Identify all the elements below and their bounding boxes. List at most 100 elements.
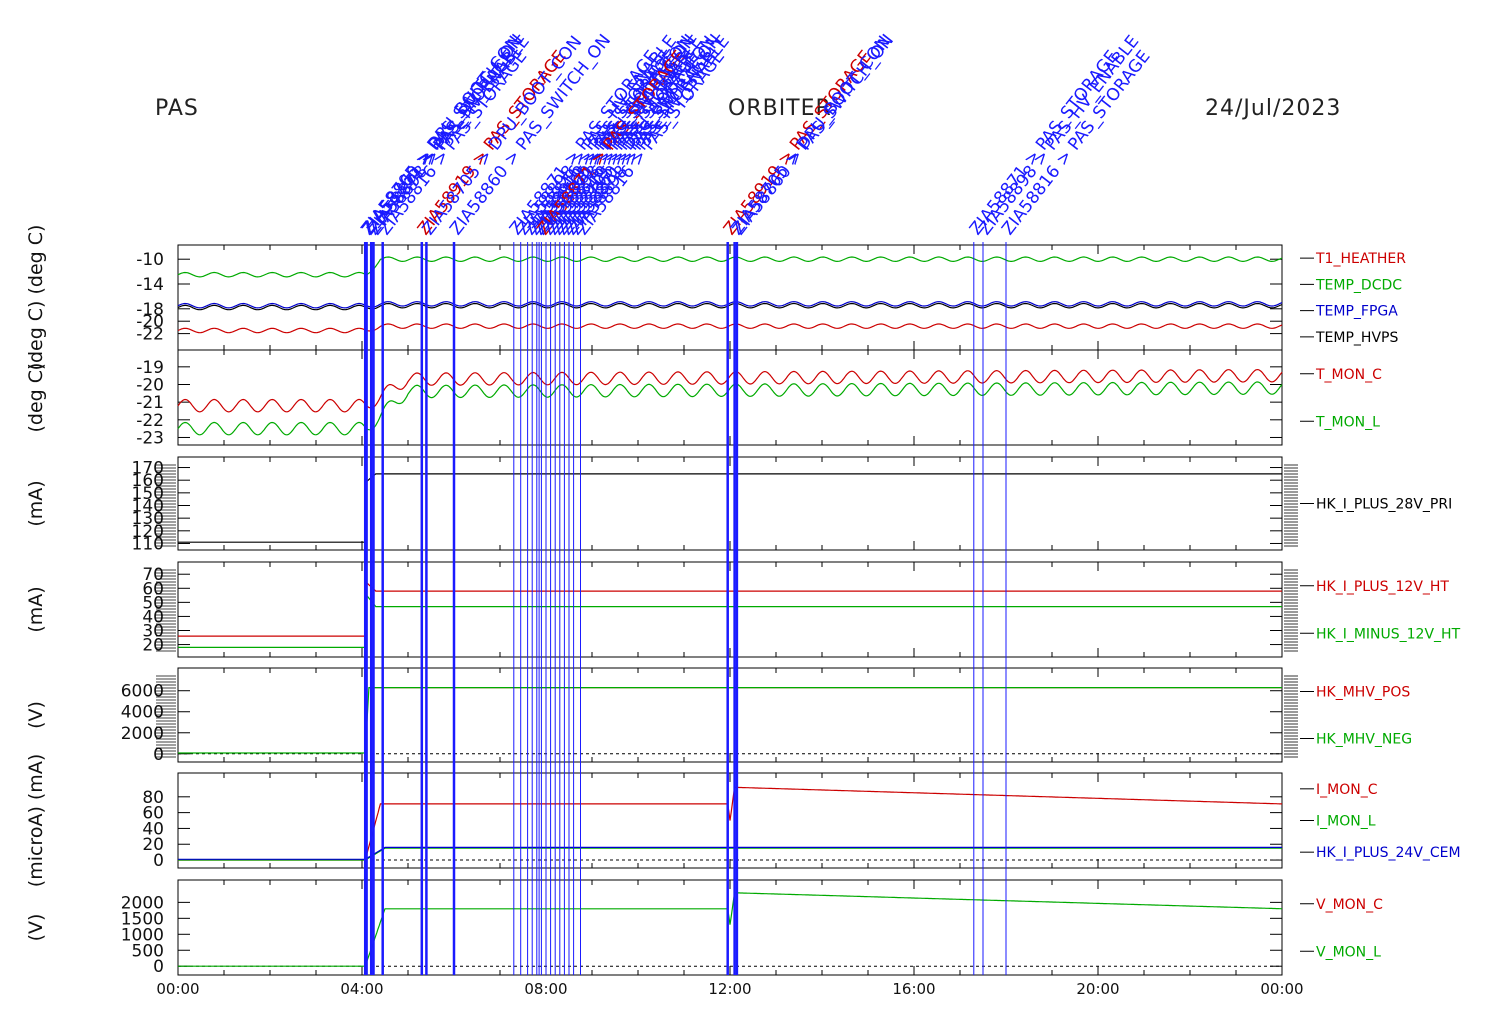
series-t-mon-l [177, 381, 1283, 436]
y-tick-label: 20 [142, 835, 164, 855]
x-tick-label: 04:00 [340, 980, 383, 998]
event-markers [363, 242, 1007, 975]
y-tick-label: 40 [142, 819, 164, 839]
panel-frame [177, 349, 1283, 446]
series-hk-i-plus-28v-pri [178, 473, 1282, 543]
y-tick-label: 0 [153, 745, 164, 765]
y-tick-label: 0 [153, 957, 164, 977]
y-tick-label: 1500 [121, 909, 164, 929]
y-tick-label: 50 [142, 593, 164, 613]
mission-title: ORBITER [728, 96, 832, 121]
panel-2: -19-20-21-22-23 (deg C) T_MON_C T_MON_L [25, 349, 1382, 448]
event-label: ZIA58816 > PAS_STORAGE [998, 47, 1154, 239]
y-axis-label: (deg C) (deg C) [25, 225, 47, 371]
legend-hk-i-plus-28v-pri: HK_I_PLUS_28V_PRI [1316, 497, 1452, 513]
panel-frame [177, 561, 1283, 658]
series-t1-heather [177, 323, 1283, 334]
y-tick-label: 80 [142, 788, 164, 808]
legend-hk-i-plus-24v-cem: HK_I_PLUS_24V_CEM [1316, 845, 1461, 861]
y-axis-label: (V) [25, 701, 47, 729]
legend-t-mon-c: T_MON_C [1315, 367, 1382, 383]
x-tick-label: 20:00 [1076, 980, 1119, 998]
series-hk-mhv-neg [178, 686, 1282, 754]
x-tick-label: 00:00 [156, 980, 199, 998]
event-label: ZIA58860 > PAS_SWITCH_ON [729, 31, 898, 239]
legend-t-mon-l: T_MON_L [1315, 414, 1380, 430]
legend-t1-heather: T1_HEATHER [1315, 251, 1406, 267]
legend-temp-fpga: TEMP_FPGA [1315, 304, 1398, 320]
y-tick-label: -20 [136, 375, 164, 395]
series-temp-dcdc [177, 256, 1283, 278]
legend-hk-i-minus-12v-ht: HK_I_MINUS_12V_HT [1316, 626, 1461, 642]
y-tick-label: -21 [136, 393, 164, 413]
y-axis-label: (V) [25, 914, 47, 942]
legend-hk-mhv-neg: HK_MHV_NEG [1316, 732, 1412, 748]
panel-1: -10 -14 -18-20-22 (deg C) (deg C) T1_HEATHER… [25, 225, 1406, 371]
event-label: ZIA58898 > PAS_HV_ENABLE [975, 32, 1143, 239]
y-tick-label: -10 [136, 250, 164, 270]
legend-temp-dcdc: TEMP_DCDC [1315, 277, 1402, 293]
legend-i-mon-l: I_MON_L [1316, 814, 1376, 830]
y-axis-label: (mA) [25, 480, 47, 526]
legend-v-mon-l: V_MON_L [1316, 944, 1381, 960]
legend-hk-i-plus-12v-ht: HK_I_PLUS_12V_HT [1316, 579, 1449, 595]
x-tick-label: 00:00 [1260, 980, 1303, 998]
series-hk-i-minus-12v-ht [178, 593, 1282, 649]
series-v-mon-l [178, 892, 1283, 967]
series-t-mon-c [177, 368, 1283, 413]
y-tick-label: 40 [142, 607, 164, 627]
instrument-title: PAS [155, 96, 199, 121]
panel-frame [177, 456, 1283, 551]
y-axis-label: (microA) (mA) [25, 754, 47, 887]
y-tick-label: 2000 [121, 724, 164, 744]
y-tick-label: 6000 [121, 682, 164, 702]
legend-v-mon-c: V_MON_C [1316, 897, 1383, 913]
series-temp-hvps [177, 302, 1283, 311]
y-tick-label: -14 [136, 275, 164, 295]
series-hk-i-plus-12v-ht [178, 581, 1282, 637]
y-tick-label: -18 [136, 300, 164, 320]
y-tick-label: 120 [132, 522, 164, 542]
panel-frame [177, 879, 1283, 976]
series-temp-fpga [177, 301, 1283, 309]
y-tick-label: -19 [136, 358, 164, 378]
y-tick-label: 60 [142, 804, 164, 824]
y-tick-label: -22 [136, 325, 164, 345]
y-tick-label: 2000 [121, 893, 164, 913]
y-tick-label: 150 [132, 484, 164, 504]
x-tick-label: 12:00 [708, 980, 751, 998]
panel-frame [177, 667, 1283, 763]
x-tick-label: 16:00 [892, 980, 935, 998]
y-tick-label: 1000 [121, 925, 164, 945]
y-tick-label: 0 [153, 851, 164, 871]
y-tick-label: 110 [132, 534, 164, 554]
y-tick-label: 500 [132, 941, 164, 961]
y-tick-label: 160 [132, 471, 164, 491]
y-tick-label: -20 [136, 312, 164, 332]
y-tick-label: -23 [136, 428, 164, 448]
y-tick-label: 140 [132, 497, 164, 517]
y-axis-label: (deg C) [25, 363, 47, 433]
panel-frame [177, 244, 1283, 351]
y-tick-label: 20 [142, 636, 164, 656]
y-tick-label: -22 [136, 411, 164, 431]
y-tick-label: 4000 [121, 703, 164, 723]
legend-hk-mhv-pos: HK_MHV_POS [1316, 685, 1410, 701]
x-tick-label: 08:00 [524, 980, 567, 998]
y-tick-label: 130 [132, 509, 164, 529]
series-hk-i-plus-24v-cem [178, 846, 1282, 860]
y-axis-label: (mA) [25, 586, 47, 632]
y-tick-label: 170 [132, 459, 164, 479]
date-title: 24/Jul/2023 [1205, 96, 1342, 121]
y-tick-label: 30 [142, 621, 164, 641]
series-i-mon-l [178, 847, 1282, 861]
legend-temp-hvps: TEMP_HVPS [1315, 330, 1398, 346]
legend-i-mon-c: I_MON_C [1316, 782, 1378, 798]
